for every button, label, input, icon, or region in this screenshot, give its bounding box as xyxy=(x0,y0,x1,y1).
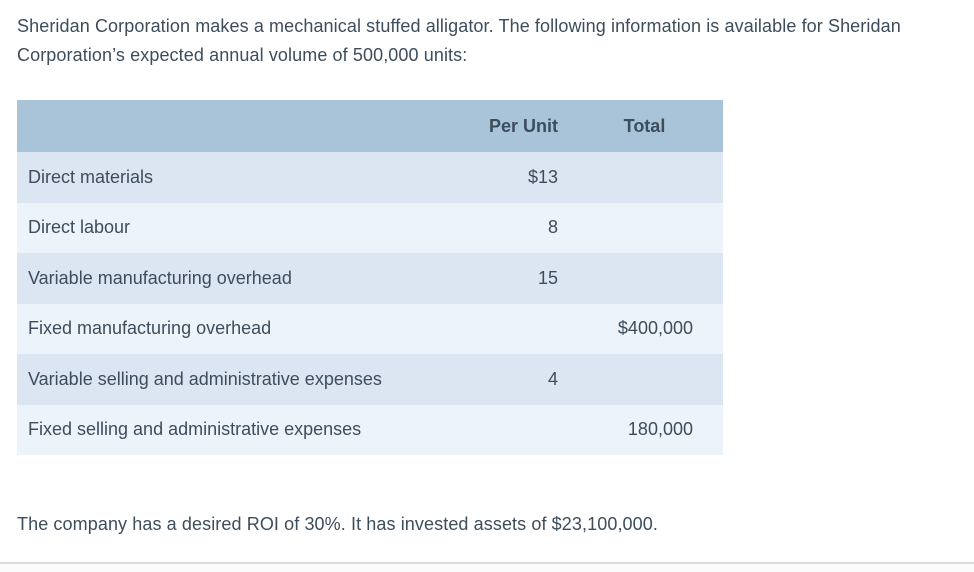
row-label: Direct labour xyxy=(17,202,426,253)
cost-table: Per Unit Total Direct materials $13 Direct… xyxy=(17,100,723,455)
row-label: Variable manufacturing overhead xyxy=(17,253,426,304)
per-unit-value: $13 xyxy=(426,152,566,203)
total-value xyxy=(566,152,723,203)
total-value: 180,000 xyxy=(566,404,723,455)
per-unit-value: 8 xyxy=(426,202,566,253)
table-row: Variable manufacturing overhead 15 xyxy=(17,253,723,304)
table-row: Direct materials $13 xyxy=(17,152,723,203)
question-closing-text: The company has a desired ROI of 30%. It… xyxy=(17,514,658,534)
cost-table-header-row: Per Unit Total xyxy=(17,100,723,152)
row-label: Variable selling and administrative expe… xyxy=(17,354,426,405)
row-label: Fixed manufacturing overhead xyxy=(17,303,426,354)
row-label: Fixed selling and administrative expense… xyxy=(17,404,426,455)
item-column-header xyxy=(17,100,426,152)
table-row: Fixed manufacturing overhead $400,000 xyxy=(17,303,723,354)
total-value xyxy=(566,202,723,253)
per-unit-value: 4 xyxy=(426,354,566,405)
per-unit-value xyxy=(426,404,566,455)
total-value xyxy=(566,354,723,405)
question-intro-text: Sheridan Corporation makes a mechanical … xyxy=(17,16,901,65)
below-divider-area xyxy=(0,564,974,572)
per-unit-column-header: Per Unit xyxy=(426,100,566,152)
bottom-divider xyxy=(0,562,974,564)
total-value xyxy=(566,253,723,304)
table-row: Direct labour 8 xyxy=(17,202,723,253)
table-row: Fixed selling and administrative expense… xyxy=(17,404,723,455)
per-unit-value: 15 xyxy=(426,253,566,304)
total-column-header: Total xyxy=(566,100,723,152)
table-row: Variable selling and administrative expe… xyxy=(17,354,723,405)
row-label: Direct materials xyxy=(17,152,426,203)
total-value: $400,000 xyxy=(566,303,723,354)
per-unit-value xyxy=(426,303,566,354)
